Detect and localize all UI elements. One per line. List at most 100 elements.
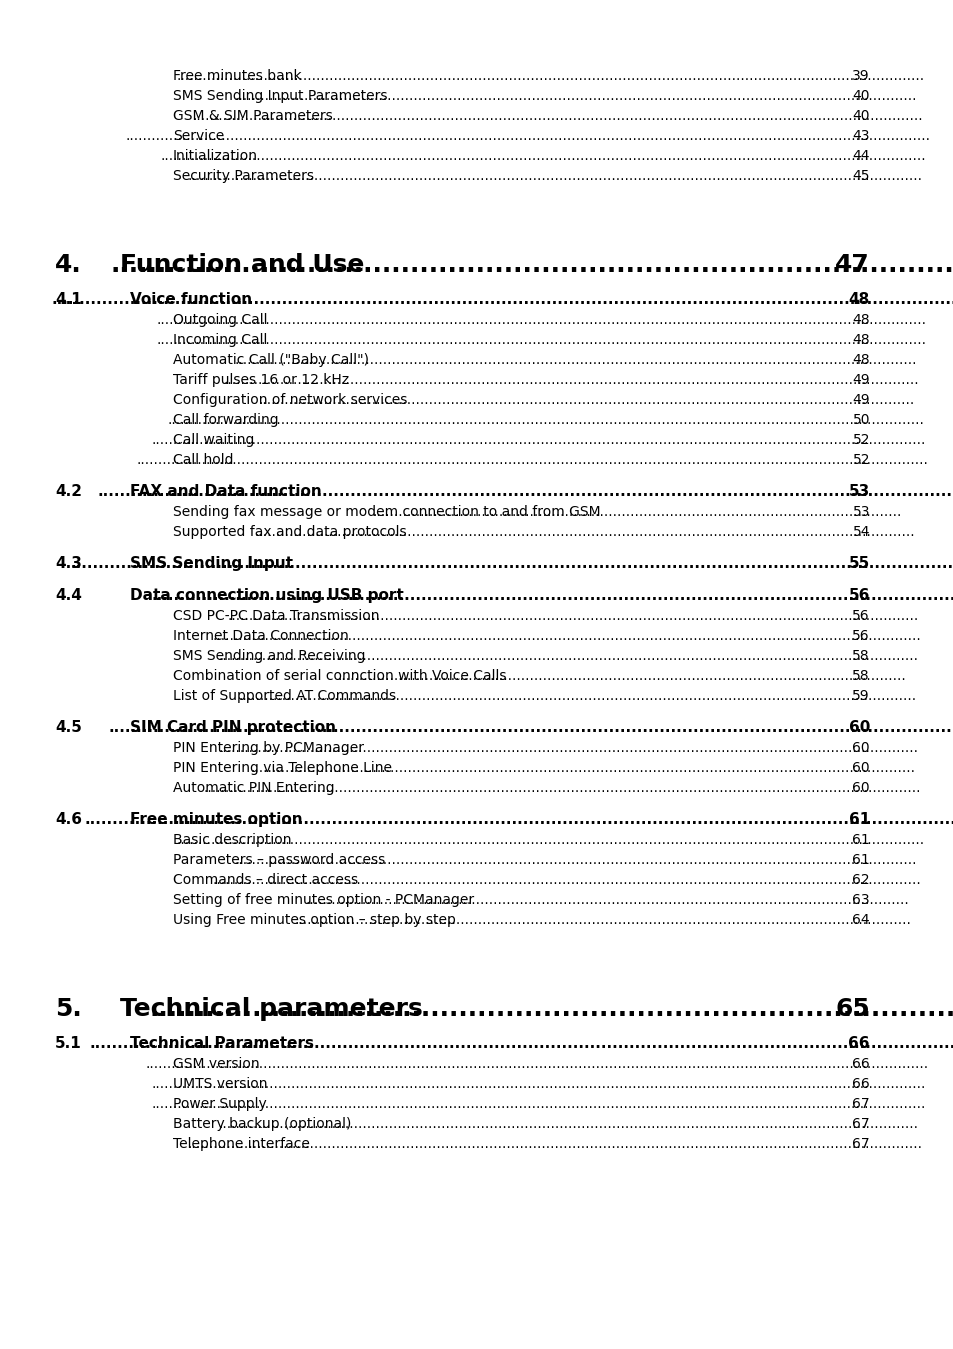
Text: 45: 45 (852, 169, 869, 183)
Text: Internet Data Connection: Internet Data Connection (172, 629, 349, 643)
Text: Automatic PIN Entering: Automatic PIN Entering (172, 781, 335, 795)
Text: 4.2: 4.2 (55, 484, 82, 499)
Text: 40: 40 (852, 109, 869, 123)
Text: Service: Service (172, 130, 224, 143)
Text: 5.: 5. (55, 997, 82, 1021)
Text: ................................................................................: ........................................… (97, 484, 953, 499)
Text: 53: 53 (848, 484, 869, 499)
Text: 4.6: 4.6 (55, 812, 82, 827)
Text: ................................................................................: ........................................… (192, 109, 922, 123)
Text: ................................................................................: ........................................… (306, 893, 908, 907)
Text: ................................................................................: ........................................… (223, 374, 918, 387)
Text: Call waiting: Call waiting (172, 433, 254, 447)
Text: 4.5: 4.5 (55, 720, 82, 735)
Text: ................................................................................: ........................................… (152, 1077, 925, 1091)
Text: 61: 61 (848, 812, 869, 827)
Text: ................................................................................: ........................................… (234, 89, 916, 103)
Text: ................................................................................: ........................................… (212, 629, 920, 643)
Text: 67: 67 (851, 1117, 869, 1130)
Text: Combination of serial connction with Voice Calls: Combination of serial connction with Voi… (172, 669, 506, 683)
Text: 56: 56 (851, 608, 869, 623)
Text: 67: 67 (851, 1097, 869, 1112)
Text: 67: 67 (851, 1137, 869, 1151)
Text: GSM version: GSM version (172, 1058, 259, 1071)
Text: ................................................................................: ........................................… (228, 608, 918, 623)
Text: Initialization: Initialization (172, 148, 257, 163)
Text: ................................................................................: ........................................… (234, 353, 916, 367)
Text: ................................................................................: ........................................… (108, 720, 953, 735)
Text: SIM Card PIN protection: SIM Card PIN protection (130, 720, 335, 735)
Text: Parameters – password access: Parameters – password access (172, 853, 385, 867)
Text: ................................................................................: ........................................… (136, 453, 927, 467)
Text: 62: 62 (851, 873, 869, 888)
Text: ................................................................................: ........................................… (234, 853, 916, 867)
Text: FAX and Data function: FAX and Data function (130, 484, 321, 499)
Text: 66: 66 (851, 1058, 869, 1071)
Text: 65: 65 (835, 997, 869, 1021)
Text: ................................................................................: ........................................… (218, 741, 918, 755)
Text: 56: 56 (848, 588, 869, 603)
Text: Security Parameters: Security Parameters (172, 169, 314, 183)
Text: 4.: 4. (55, 254, 82, 277)
Text: Call forwarding: Call forwarding (172, 413, 278, 428)
Text: 5.1: 5.1 (55, 1036, 82, 1051)
Text: 55: 55 (848, 556, 869, 571)
Text: 49: 49 (851, 374, 869, 387)
Text: ................................................................................: ........................................… (84, 812, 953, 827)
Text: 61: 61 (851, 832, 869, 847)
Text: Voice function: Voice function (130, 291, 252, 308)
Text: ................................................................................: ........................................… (294, 913, 911, 927)
Text: Telephone interface: Telephone interface (172, 1137, 310, 1151)
Text: 64: 64 (851, 913, 869, 927)
Text: Supported fax and data protocols: Supported fax and data protocols (172, 525, 406, 540)
Text: UMTS version: UMTS version (172, 1077, 267, 1091)
Text: ................................................................................: ........................................… (218, 649, 918, 662)
Text: ................................................................................: ........................................… (250, 761, 914, 774)
Text: SMS Sending Input Parameters: SMS Sending Input Parameters (172, 89, 387, 103)
Text: 40: 40 (852, 89, 869, 103)
Text: 48: 48 (848, 291, 869, 308)
Text: Technical parameters: Technical parameters (120, 997, 422, 1021)
Text: ................................................................................: ........................................… (188, 169, 922, 183)
Text: ................................................................................: ........................................… (168, 413, 923, 428)
Text: Power Supply: Power Supply (172, 1097, 267, 1112)
Text: 43: 43 (852, 130, 869, 143)
Text: ................................................................................: ........................................… (152, 1097, 925, 1112)
Text: ................................................................................: ........................................… (176, 69, 923, 84)
Text: Tariff pulses 16 or 12 kHz: Tariff pulses 16 or 12 kHz (172, 374, 349, 387)
Text: Call hold: Call hold (172, 453, 233, 467)
Text: 53: 53 (852, 505, 869, 519)
Text: Free minutes option: Free minutes option (130, 812, 302, 827)
Text: ................................................................................: ........................................… (176, 832, 923, 847)
Text: 48: 48 (851, 353, 869, 367)
Text: Sending fax message or modem connection to and from GSM: Sending fax message or modem connection … (172, 505, 600, 519)
Text: 48: 48 (851, 333, 869, 347)
Text: Automatic Call ("Baby Call"): Automatic Call ("Baby Call") (172, 353, 369, 367)
Text: 48: 48 (851, 313, 869, 326)
Text: Using Free minutes option – step by step: Using Free minutes option – step by step (172, 913, 456, 927)
Text: ................................................................................: ........................................… (203, 781, 920, 795)
Text: ................................................................................: ........................................… (336, 669, 905, 683)
Text: Technical Parameters: Technical Parameters (130, 1036, 314, 1051)
Text: 60: 60 (851, 741, 869, 755)
Text: ................................................................................: ........................................… (71, 556, 953, 571)
Text: 66: 66 (847, 1036, 869, 1051)
Text: Outgoing Call: Outgoing Call (172, 313, 267, 326)
Text: 47: 47 (835, 254, 869, 277)
Text: GSM & SIM Parameters: GSM & SIM Parameters (172, 109, 333, 123)
Text: 54: 54 (852, 525, 869, 540)
Text: 4.1: 4.1 (55, 291, 82, 308)
Text: 60: 60 (848, 720, 869, 735)
Text: ................................................................................: ........................................… (156, 313, 925, 326)
Text: ................................................................................: ........................................… (151, 588, 953, 603)
Text: ................................................................................: ........................................… (150, 997, 953, 1021)
Text: 44: 44 (852, 148, 869, 163)
Text: ................................................................................: ........................................… (238, 689, 916, 703)
Text: 4.4: 4.4 (55, 588, 82, 603)
Text: ................................................................................: ........................................… (254, 525, 914, 540)
Text: Commands – direct access: Commands – direct access (172, 873, 357, 888)
Text: ................................................................................: ........................................… (156, 333, 925, 347)
Text: ................................................................................: ........................................… (258, 393, 914, 407)
Text: Free minutes bank: Free minutes bank (172, 69, 301, 84)
Text: 58: 58 (851, 649, 869, 662)
